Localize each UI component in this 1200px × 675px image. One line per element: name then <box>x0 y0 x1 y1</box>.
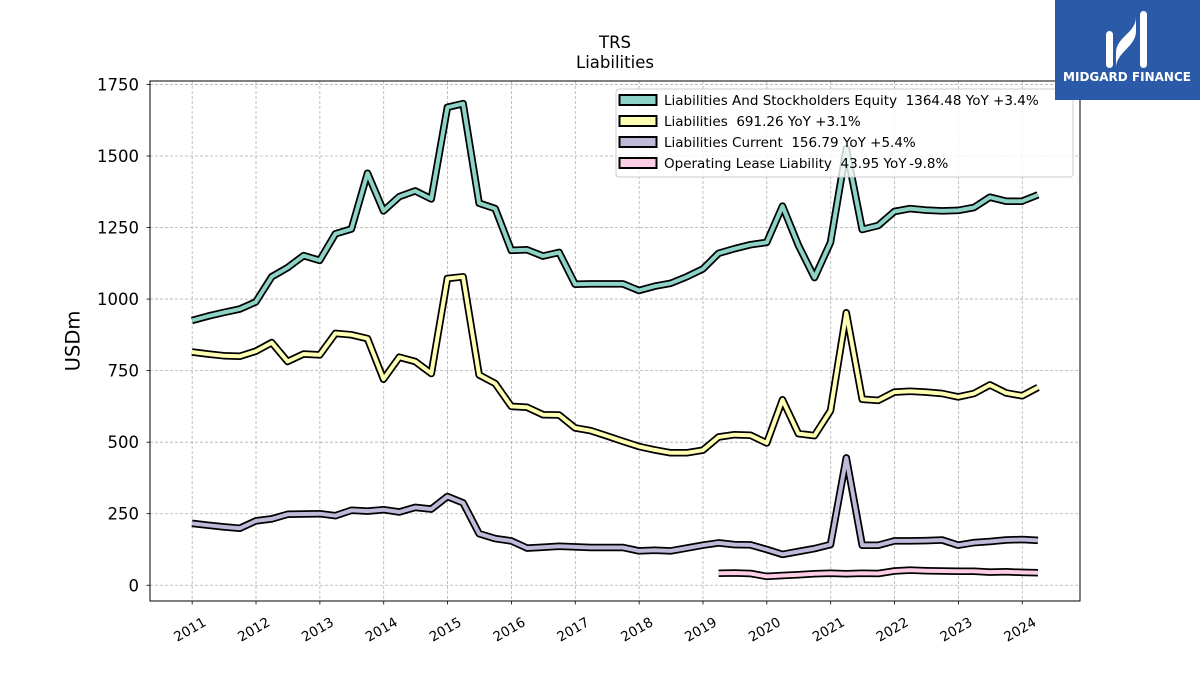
legend-latest-value: 156.79 <box>791 135 838 151</box>
legend-swatch <box>618 94 658 106</box>
legend-frame <box>615 88 1074 178</box>
brand-logo: MIDGARD FINANCE <box>1055 0 1200 100</box>
legend-yoy-label: YoY <box>965 93 990 109</box>
y-tick-label: 1250 <box>97 219 139 238</box>
legend-series-name: Liabilities <box>664 114 728 130</box>
legend-yoy-label: YoY <box>842 135 867 151</box>
y-axis: 0 250 500 750 1000 1250 1500 1750 <box>97 75 150 595</box>
y-tick-label: 250 <box>108 505 140 524</box>
series-layer <box>191 99 1040 581</box>
y-tick-label: 1500 <box>97 147 139 166</box>
legend: Liabilities And Stockholders Equity 1364.… <box>615 88 1074 178</box>
legend-series-name: Liabilities And Stockholders Equity <box>664 93 897 109</box>
legend-label: Operating Lease Liability 43.95 YoY -9.8% <box>664 156 948 172</box>
brand-name: MIDGARD FINANCE <box>1063 70 1191 84</box>
legend-item: Liabilities 691.26 YoY +3.1% <box>618 114 861 130</box>
legend-item: Liabilities Current 156.79 YoY +5.4% <box>618 135 916 151</box>
series-operating-lease-liability <box>718 566 1039 581</box>
legend-yoy-change: +3.1% <box>815 114 861 130</box>
y-tick-label: 0 <box>129 576 140 595</box>
legend-series-name: Liabilities Current <box>664 135 783 151</box>
legend-series-name: Operating Lease Liability <box>664 156 832 172</box>
logo-left-bar <box>1106 31 1113 68</box>
y-tick-label: 750 <box>108 362 140 381</box>
legend-item: Liabilities And Stockholders Equity 1364.… <box>618 93 1039 109</box>
y-tick-label: 1000 <box>97 290 139 309</box>
brand-logo-background <box>1055 0 1200 100</box>
series-line-liabilities-current <box>191 455 1039 557</box>
chart-subtitle: Liabilities <box>576 53 654 72</box>
legend-yoy-change: +3.4% <box>993 93 1039 109</box>
legend-latest-value: 1364.48 <box>906 93 962 109</box>
legend-latest-value: 43.95 <box>841 156 880 172</box>
legend-yoy-label: YoY <box>882 156 907 172</box>
series-line-operating-lease-liability <box>718 568 1039 579</box>
logo-ribbon <box>1116 17 1136 68</box>
legend-item: Operating Lease Liability 43.95 YoY -9.8% <box>618 156 948 172</box>
series-liabilities-current <box>191 454 1039 559</box>
series-liabilities <box>191 273 1040 457</box>
legend-label: Liabilities And Stockholders Equity 1364.… <box>664 93 1039 109</box>
y-axis-label: USDm <box>62 311 85 372</box>
series-liabilities-and-stockholders-equity <box>191 99 1040 325</box>
y-tick-label: 1750 <box>97 75 139 94</box>
logo-right-bar <box>1140 11 1147 68</box>
legend-label: Liabilities Current 156.79 YoY +5.4% <box>664 135 916 151</box>
legend-yoy-change: -9.8% <box>909 156 948 172</box>
y-tick-label: 500 <box>108 433 140 452</box>
chart-title: TRS <box>598 33 631 52</box>
plot-frame <box>149 80 1081 602</box>
legend-latest-value: 691.26 <box>736 114 783 130</box>
legend-label: Liabilities 691.26 YoY +3.1% <box>664 114 861 130</box>
legend-swatch <box>618 115 658 127</box>
legend-yoy-label: YoY <box>787 114 812 130</box>
midgard-logo-icon <box>1106 11 1147 68</box>
legend-swatch <box>618 136 658 148</box>
legend-yoy-change: +5.4% <box>870 135 916 151</box>
series-line-liabilities <box>191 274 1039 455</box>
legend-swatch <box>618 157 658 169</box>
series-line-liabilities-and-stockholders-equity <box>191 101 1039 323</box>
